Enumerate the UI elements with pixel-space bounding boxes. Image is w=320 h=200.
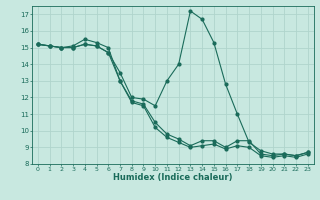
X-axis label: Humidex (Indice chaleur): Humidex (Indice chaleur)	[113, 173, 233, 182]
